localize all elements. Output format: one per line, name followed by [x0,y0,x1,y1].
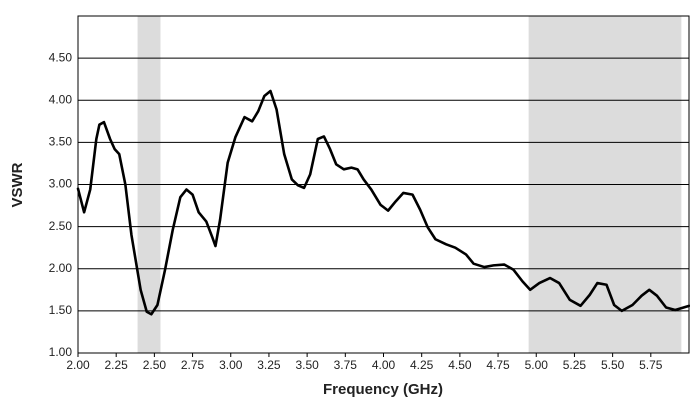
x-tick-label: 5.75 [639,358,663,372]
x-tick-label: 5.25 [563,358,587,372]
y-tick-label: 4.00 [49,92,73,106]
x-tick-label: 2.25 [105,358,129,372]
x-tick-label: 3.00 [219,358,243,372]
x-tick-label: 3.75 [334,358,358,372]
x-tick-label: 2.50 [143,358,167,372]
y-tick-label: 2.00 [49,261,73,275]
x-tick-label: 4.00 [372,358,396,372]
x-tick-label: 2.75 [181,358,205,372]
y-tick-label: 3.50 [49,135,73,149]
y-axis-title: VSWR [9,162,26,207]
x-tick-label: 2.00 [66,358,90,372]
x-tick-label: 3.25 [257,358,281,372]
y-tick-label: 1.50 [49,303,73,317]
vswr-line [76,89,690,316]
y-tick-label: 4.50 [49,50,73,64]
x-tick-label: 5.00 [525,358,549,372]
x-tick-label: 4.50 [448,358,472,372]
y-tick-label: 3.00 [49,177,73,191]
x-tick-label: 4.75 [486,358,510,372]
y-tick-label: 1.00 [49,345,73,359]
x-tick-label: 4.25 [410,358,434,372]
x-axis-title: Frequency (GHz) [323,381,443,398]
x-tick-label: 5.50 [601,358,625,372]
plot-frame [77,15,690,354]
x-tick-label: 3.50 [295,358,319,372]
y-tick-label: 2.50 [49,219,73,233]
